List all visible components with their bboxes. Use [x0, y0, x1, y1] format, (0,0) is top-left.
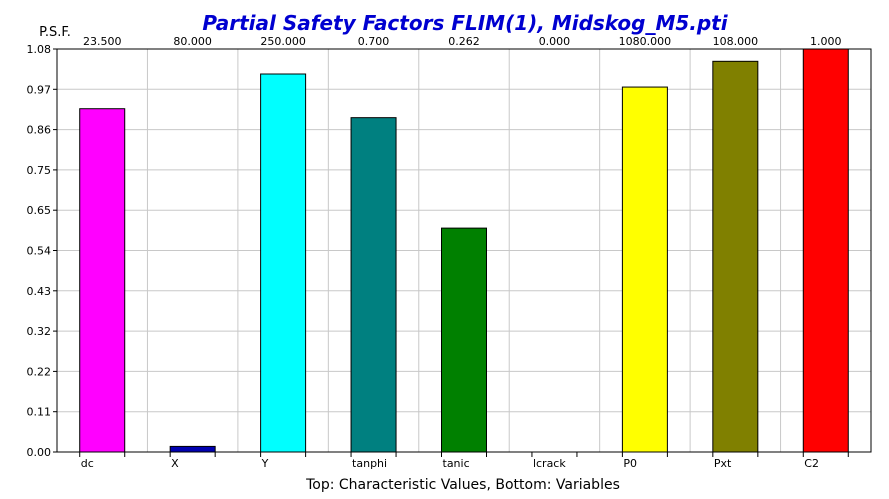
top-value-labels: 23.500 80.000 250.000 0.700 0.262 0.000 1080.0…	[83, 35, 842, 48]
y-tick-label: 0.65	[27, 204, 52, 217]
bars	[79, 48, 849, 453]
x-tick-label: lcrack	[533, 457, 566, 470]
bar-y	[260, 73, 307, 453]
x-tick-label: C2	[804, 457, 819, 470]
chart-title: Partial Safety Factors FLIM(1), Midskog_…	[202, 11, 728, 35]
bar-x	[169, 445, 216, 453]
x-axis-label: Top: Characteristic Values, Bottom: Vari…	[305, 477, 620, 493]
top-value-label: 0.700	[358, 35, 390, 48]
x-tick-label: dc	[81, 457, 94, 470]
top-value-label: 0.000	[539, 35, 571, 48]
y-tick-label: 0.43	[27, 285, 52, 298]
y-tick-label: 0.22	[27, 365, 52, 378]
x-tick-label: P0	[623, 457, 637, 470]
x-tick-label: tanic	[443, 457, 470, 470]
top-value-label: 250.000	[260, 35, 306, 48]
y-tick-label: 0.11	[27, 406, 52, 419]
y-tick-label: 0.86	[27, 124, 52, 137]
y-tick-label: 0.00	[27, 446, 52, 459]
bar-dc	[79, 108, 126, 453]
x-tick-label: Y	[261, 457, 269, 470]
y-tick-label: 1.08	[27, 43, 52, 56]
y-tick-labels: 0.00 0.11 0.22 0.32 0.43 0.54 0.65 0.75 0.86 0.97…	[27, 43, 57, 459]
top-value-label: 108.000	[713, 35, 759, 48]
top-value-label: 80.000	[173, 35, 212, 48]
top-value-label: 1.000	[810, 35, 842, 48]
bar-tanic	[441, 227, 487, 453]
bar-pxt	[712, 60, 759, 453]
x-tick-label: Pxt	[714, 457, 732, 470]
top-value-label: 23.500	[83, 35, 122, 48]
top-value-label: 1080.000	[619, 35, 672, 48]
y-tick-label: 0.75	[27, 164, 52, 177]
x-tick-label: tanphi	[352, 457, 387, 470]
y-tick-label: 0.32	[27, 325, 52, 338]
y-axis-label: P.S.F.	[39, 25, 71, 40]
y-tick-label: 0.54	[27, 245, 52, 258]
bar-c2	[802, 48, 849, 453]
top-value-label: 0.262	[448, 35, 480, 48]
y-tick-label: 0.97	[27, 83, 52, 96]
x-tick-label: X	[171, 457, 179, 470]
bar-p0	[621, 86, 668, 453]
bar-tanphi	[350, 117, 397, 453]
